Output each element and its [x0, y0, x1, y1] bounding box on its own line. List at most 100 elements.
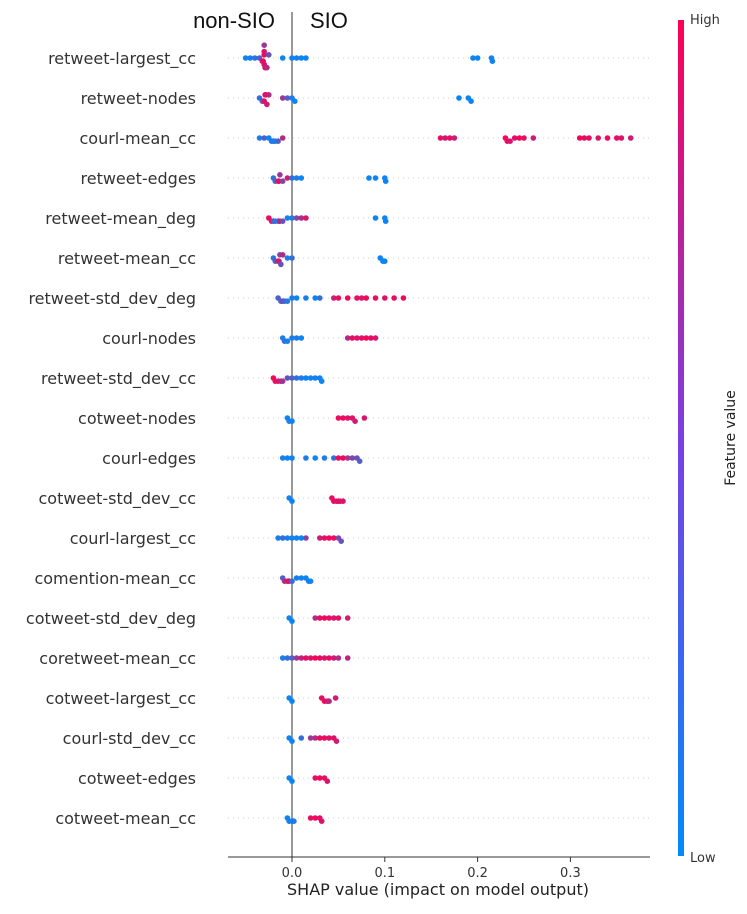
shap-point-courl-edges-3 — [303, 455, 309, 461]
shap-point-retweet-std_dev_deg-13 — [354, 295, 360, 301]
shap-point-cotweet-std_dev_deg-8 — [344, 615, 351, 621]
shap-point-retweet-largest_cc-8 — [261, 48, 268, 55]
shap-point-comention-mean_cc-4 — [289, 578, 295, 584]
shap-point-courl-edges-2 — [289, 455, 295, 461]
shap-point-cotweet-mean_cc-4 — [307, 815, 314, 821]
shap-point-retweet-largest_cc-18 — [303, 55, 309, 61]
shap-point-courl-mean_cc-7 — [279, 135, 286, 141]
shap-point-retweet-mean_deg-10 — [298, 215, 305, 221]
shap-point-retweet-std_dev_cc-5 — [284, 375, 291, 381]
x-tick-label-3: 0.3 — [560, 866, 581, 881]
colorbar-high-label: High — [690, 13, 720, 28]
shap-point-cotweet-std_dev_cc-7 — [340, 498, 346, 505]
shap-point-retweet-std_dev_deg-11 — [335, 295, 342, 301]
shap-point-cotweet-edges-3 — [317, 775, 323, 781]
shap-point-coretweet-mean_cc-11 — [331, 655, 337, 661]
shap-point-courl-nodes-11 — [368, 335, 374, 341]
shap-point-courl-mean_cc-14 — [507, 138, 513, 144]
shap-point-coretweet-mean_cc-9 — [321, 655, 328, 661]
shap-point-courl-edges-10 — [349, 455, 356, 461]
shap-point-retweet-std_dev_deg-16 — [372, 295, 379, 301]
feature-label-retweet-std_dev_deg: retweet-std_dev_deg — [28, 289, 196, 309]
shap-point-courl-mean_cc-17 — [521, 135, 527, 141]
feature-label-coretweet-mean_cc: coretweet-mean_cc — [39, 649, 196, 669]
shap-point-coretweet-mean_cc-1 — [284, 655, 291, 661]
shap-point-retweet-largest_cc-12 — [261, 42, 268, 48]
shap-point-retweet-nodes-10 — [292, 98, 298, 104]
shap-point-retweet-std_dev_cc-6 — [289, 375, 295, 381]
shap-point-courl-largest_cc-6 — [303, 535, 309, 541]
shap-point-coretweet-mean_cc-3 — [293, 655, 300, 661]
shap-point-courl-mean_cc-19 — [576, 135, 583, 141]
shap-point-retweet-largest_cc-11 — [264, 64, 270, 71]
shap-point-retweet-std_dev_cc-9 — [303, 375, 309, 381]
shap-point-cotweet-std_dev_deg-4 — [321, 615, 328, 621]
feature-label-cotweet-std_dev_cc: cotweet-std_dev_cc — [38, 489, 196, 509]
shap-point-courl-nodes-6 — [344, 335, 351, 341]
feature-label-retweet-std_dev_cc: retweet-std_dev_cc — [41, 369, 196, 389]
shap-point-retweet-largest_cc-17 — [298, 55, 305, 61]
shap-point-coretweet-mean_cc-5 — [303, 655, 309, 661]
shap-point-retweet-nodes-8 — [284, 95, 291, 101]
shap-point-courl-edges-8 — [340, 455, 346, 461]
feature-label-comention-mean_cc: comention-mean_cc — [34, 569, 196, 589]
shap-point-coretweet-mean_cc-10 — [326, 655, 332, 661]
shap-point-retweet-mean_deg-6 — [279, 218, 286, 224]
shap-point-cotweet-edges-2 — [312, 775, 319, 781]
shap-point-courl-mean_cc-10 — [447, 135, 453, 141]
shap-point-retweet-edges-5 — [279, 178, 286, 184]
shap-point-retweet-largest_cc-13 — [266, 52, 272, 58]
feature-label-retweet-nodes: retweet-nodes — [81, 89, 196, 108]
feature-label-retweet-largest_cc: retweet-largest_cc — [48, 49, 196, 69]
shap-point-cotweet-std_dev_deg-1 — [289, 618, 295, 624]
shap-point-cotweet-nodes-5 — [344, 415, 351, 421]
shap-point-coretweet-mean_cc-13 — [344, 655, 351, 661]
shap-point-cotweet-nodes-8 — [361, 415, 368, 421]
shap-point-courl-nodes-7 — [349, 335, 356, 341]
shap-point-coretweet-mean_cc-8 — [317, 655, 323, 661]
shap-point-retweet-std_dev_deg-18 — [391, 295, 397, 301]
shap-point-courl-edges-1 — [284, 455, 291, 461]
shap-point-courl-largest_cc-2 — [284, 535, 291, 541]
shap-point-retweet-mean_cc-11 — [382, 258, 388, 265]
shap-point-courl-mean_cc-24 — [614, 135, 620, 141]
shap-point-retweet-std_dev_deg-7 — [303, 295, 309, 301]
shap-point-retweet-largest_cc-19 — [470, 55, 476, 61]
shap-point-cotweet-edges-1 — [289, 778, 295, 784]
shap-point-courl-mean_cc-0 — [256, 135, 263, 141]
shap-point-cotweet-nodes-4 — [340, 415, 346, 421]
shap-point-courl-mean_cc-22 — [595, 135, 601, 141]
shap-point-cotweet-nodes-3 — [335, 415, 342, 421]
x-axis-ticks: 0.0 0.1 0.2 0.3 — [282, 857, 581, 881]
shap-point-courl-std_dev_cc-7 — [326, 735, 332, 741]
feature-label-courl-nodes: courl-nodes — [102, 329, 196, 348]
shap-point-courl-largest_cc-4 — [293, 535, 300, 541]
shap-point-retweet-largest_cc-22 — [489, 58, 496, 64]
shap-point-courl-largest_cc-0 — [275, 535, 281, 541]
shap-point-courl-largest_cc-9 — [326, 535, 332, 541]
x-tick-label-0: 0.0 — [282, 866, 303, 881]
shap-point-retweet-std_dev_cc-8 — [298, 375, 305, 381]
shap-point-retweet-std_dev_deg-8 — [312, 295, 319, 301]
shap-point-retweet-mean_cc-6 — [279, 252, 286, 258]
shap-point-cotweet-std_dev_deg-2 — [312, 615, 319, 621]
shap-point-coretweet-mean_cc-4 — [298, 655, 305, 661]
feature-label-retweet-mean_deg: retweet-mean_deg — [45, 209, 196, 229]
feature-label-cotweet-edges: cotweet-edges — [78, 769, 196, 788]
shap-point-courl-nodes-9 — [358, 335, 365, 341]
shap-point-courl-mean_cc-25 — [618, 135, 625, 141]
feature-label-cotweet-std_dev_deg: cotweet-std_dev_deg — [26, 609, 196, 629]
shap-point-retweet-mean_cc-7 — [284, 255, 291, 261]
shap-point-retweet-nodes-6 — [266, 92, 272, 98]
shap-point-courl-edges-4 — [312, 455, 319, 461]
shap-point-cotweet-std_dev_deg-3 — [317, 615, 323, 621]
shap-point-coretweet-mean_cc-6 — [307, 655, 314, 661]
shap-point-retweet-edges-13 — [382, 178, 389, 184]
shap-point-courl-nodes-3 — [289, 335, 295, 341]
shap-point-retweet-std_dev_deg-4 — [284, 298, 291, 305]
shap-point-retweet-std_dev_deg-10 — [331, 295, 337, 301]
shap-point-retweet-mean_deg-7 — [284, 215, 291, 221]
shap-point-coretweet-mean_cc-0 — [279, 655, 286, 661]
shap-point-retweet-std_dev_cc-4 — [279, 378, 286, 385]
shap-point-courl-mean_cc-9 — [442, 135, 448, 141]
